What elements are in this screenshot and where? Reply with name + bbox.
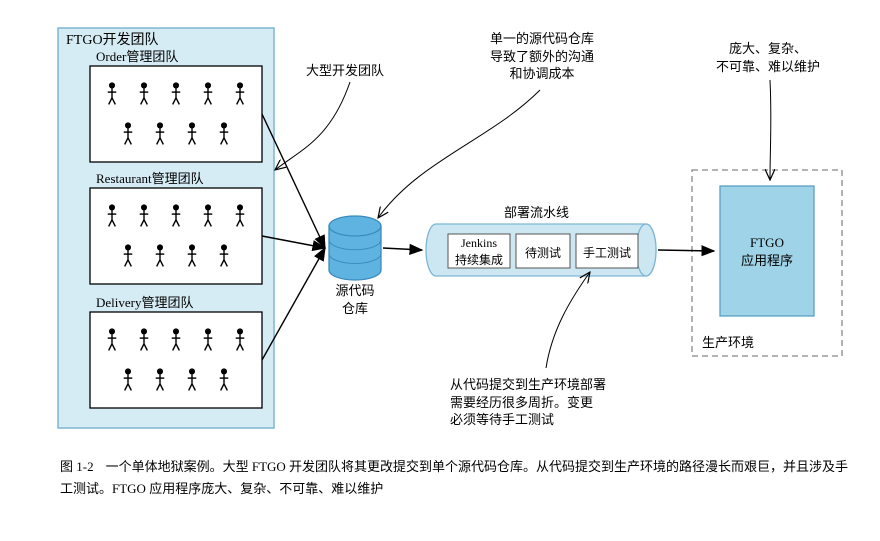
pipeline-box-label-2: 手工测试	[576, 244, 638, 261]
caption-text: 一个单体地狱案例。大型 FTGO 开发团队将其更改提交到单个源代码仓库。从代码提…	[60, 459, 848, 496]
db-label: 源代码 仓库	[328, 282, 382, 317]
team-title-2: Delivery管理团队	[96, 294, 193, 312]
pipeline-box-label-1: 待测试	[516, 244, 570, 261]
annotation-curve-a2	[378, 90, 540, 218]
annotation-1: 大型开发团队	[306, 62, 384, 80]
annotation-curve-a3	[770, 80, 771, 180]
architecture-diagram: FTGO开发团队 Order管理团队 Restaurant管理团队 Delive…	[0, 0, 880, 541]
annotation-4: 从代码提交到生产环境部署 需要经历很多周折。变更 必须等待手工测试	[450, 376, 606, 429]
team-box-0	[90, 66, 262, 162]
annotation-curve-a4	[546, 272, 590, 368]
annotation-2: 单一的源代码仓库 导致了额外的沟通 和协调成本	[490, 30, 594, 83]
app-label: FTGO 应用程序	[720, 234, 814, 269]
team-title-1: Restaurant管理团队	[96, 170, 204, 188]
team-box-1	[90, 188, 262, 284]
annotation-curve-a1	[275, 82, 350, 170]
caption-fignum: 图 1-2	[60, 459, 94, 474]
annotation-3: 庞大、复杂、 不可靠、难以维护	[716, 40, 820, 75]
prod-env-label: 生产环境	[702, 334, 754, 352]
team-box-2	[90, 312, 262, 408]
pipeline-box-label-0: Jenkins 持续集成	[448, 236, 510, 268]
figure-caption: 图 1-2一个单体地狱案例。大型 FTGO 开发团队将其更改提交到单个源代码仓库…	[60, 456, 850, 500]
team-title-0: Order管理团队	[96, 48, 178, 66]
pipeline-title: 部署流水线	[504, 204, 569, 222]
source-repo-database-icon	[329, 216, 381, 280]
